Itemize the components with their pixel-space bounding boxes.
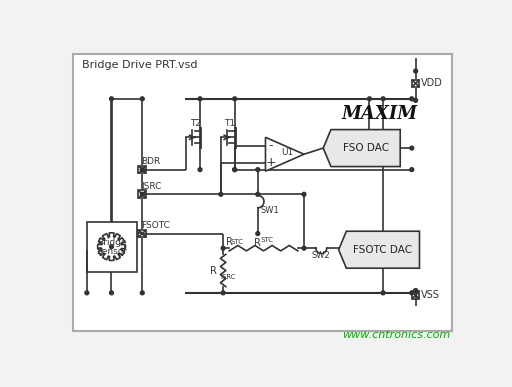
Bar — [138, 190, 146, 198]
Text: Sensor: Sensor — [96, 247, 127, 256]
Circle shape — [140, 97, 144, 101]
Circle shape — [414, 289, 418, 293]
Text: SW1: SW1 — [261, 206, 280, 215]
Text: R: R — [210, 265, 217, 276]
Circle shape — [256, 192, 260, 196]
Circle shape — [110, 245, 113, 248]
Circle shape — [381, 291, 385, 295]
Text: R: R — [226, 237, 233, 247]
Circle shape — [381, 97, 385, 101]
Text: ISRC: ISRC — [141, 182, 161, 191]
Circle shape — [140, 291, 144, 295]
Circle shape — [410, 97, 414, 101]
Text: U1: U1 — [282, 148, 294, 157]
Text: R: R — [253, 238, 261, 248]
Bar — [412, 80, 419, 87]
Polygon shape — [266, 137, 304, 171]
Bar — [87, 222, 137, 272]
Circle shape — [110, 291, 113, 295]
Text: www.cntronics.com: www.cntronics.com — [342, 330, 451, 340]
Text: +: + — [266, 156, 276, 169]
Circle shape — [410, 168, 414, 171]
Circle shape — [219, 192, 223, 196]
Circle shape — [410, 291, 414, 295]
Circle shape — [140, 192, 144, 196]
Polygon shape — [323, 130, 400, 166]
Circle shape — [368, 97, 371, 101]
Circle shape — [233, 97, 237, 101]
Text: MAXIM: MAXIM — [342, 105, 417, 123]
Circle shape — [221, 291, 225, 295]
Text: SW2: SW2 — [312, 251, 331, 260]
Circle shape — [414, 69, 418, 73]
Text: -: - — [269, 139, 273, 152]
Text: STC: STC — [261, 237, 273, 243]
Bar — [138, 230, 146, 237]
Circle shape — [256, 168, 260, 171]
Bar — [412, 291, 419, 299]
Circle shape — [233, 168, 237, 171]
Polygon shape — [338, 231, 419, 268]
Text: FSO DAC: FSO DAC — [343, 143, 389, 153]
Circle shape — [198, 97, 202, 101]
Circle shape — [85, 291, 89, 295]
Circle shape — [410, 146, 414, 150]
Circle shape — [302, 192, 306, 196]
Circle shape — [233, 168, 237, 171]
Text: Bridge Drive PRT.vsd: Bridge Drive PRT.vsd — [82, 60, 198, 70]
Text: BDR: BDR — [141, 158, 160, 166]
Text: ISRC: ISRC — [221, 274, 237, 280]
Circle shape — [256, 232, 260, 235]
Text: FSOTC DAC: FSOTC DAC — [353, 245, 413, 255]
Text: FSOTC: FSOTC — [141, 221, 169, 230]
Text: VSS: VSS — [421, 290, 440, 300]
Circle shape — [221, 246, 225, 250]
Text: T1: T1 — [224, 119, 236, 128]
Text: Bridge: Bridge — [97, 238, 126, 247]
Text: VDD: VDD — [421, 79, 443, 88]
Bar — [138, 166, 146, 173]
Circle shape — [302, 246, 306, 250]
Circle shape — [414, 98, 418, 102]
Circle shape — [110, 97, 113, 101]
Circle shape — [198, 168, 202, 171]
Text: T2: T2 — [190, 119, 201, 128]
Circle shape — [140, 168, 144, 171]
Text: STC: STC — [231, 239, 244, 245]
